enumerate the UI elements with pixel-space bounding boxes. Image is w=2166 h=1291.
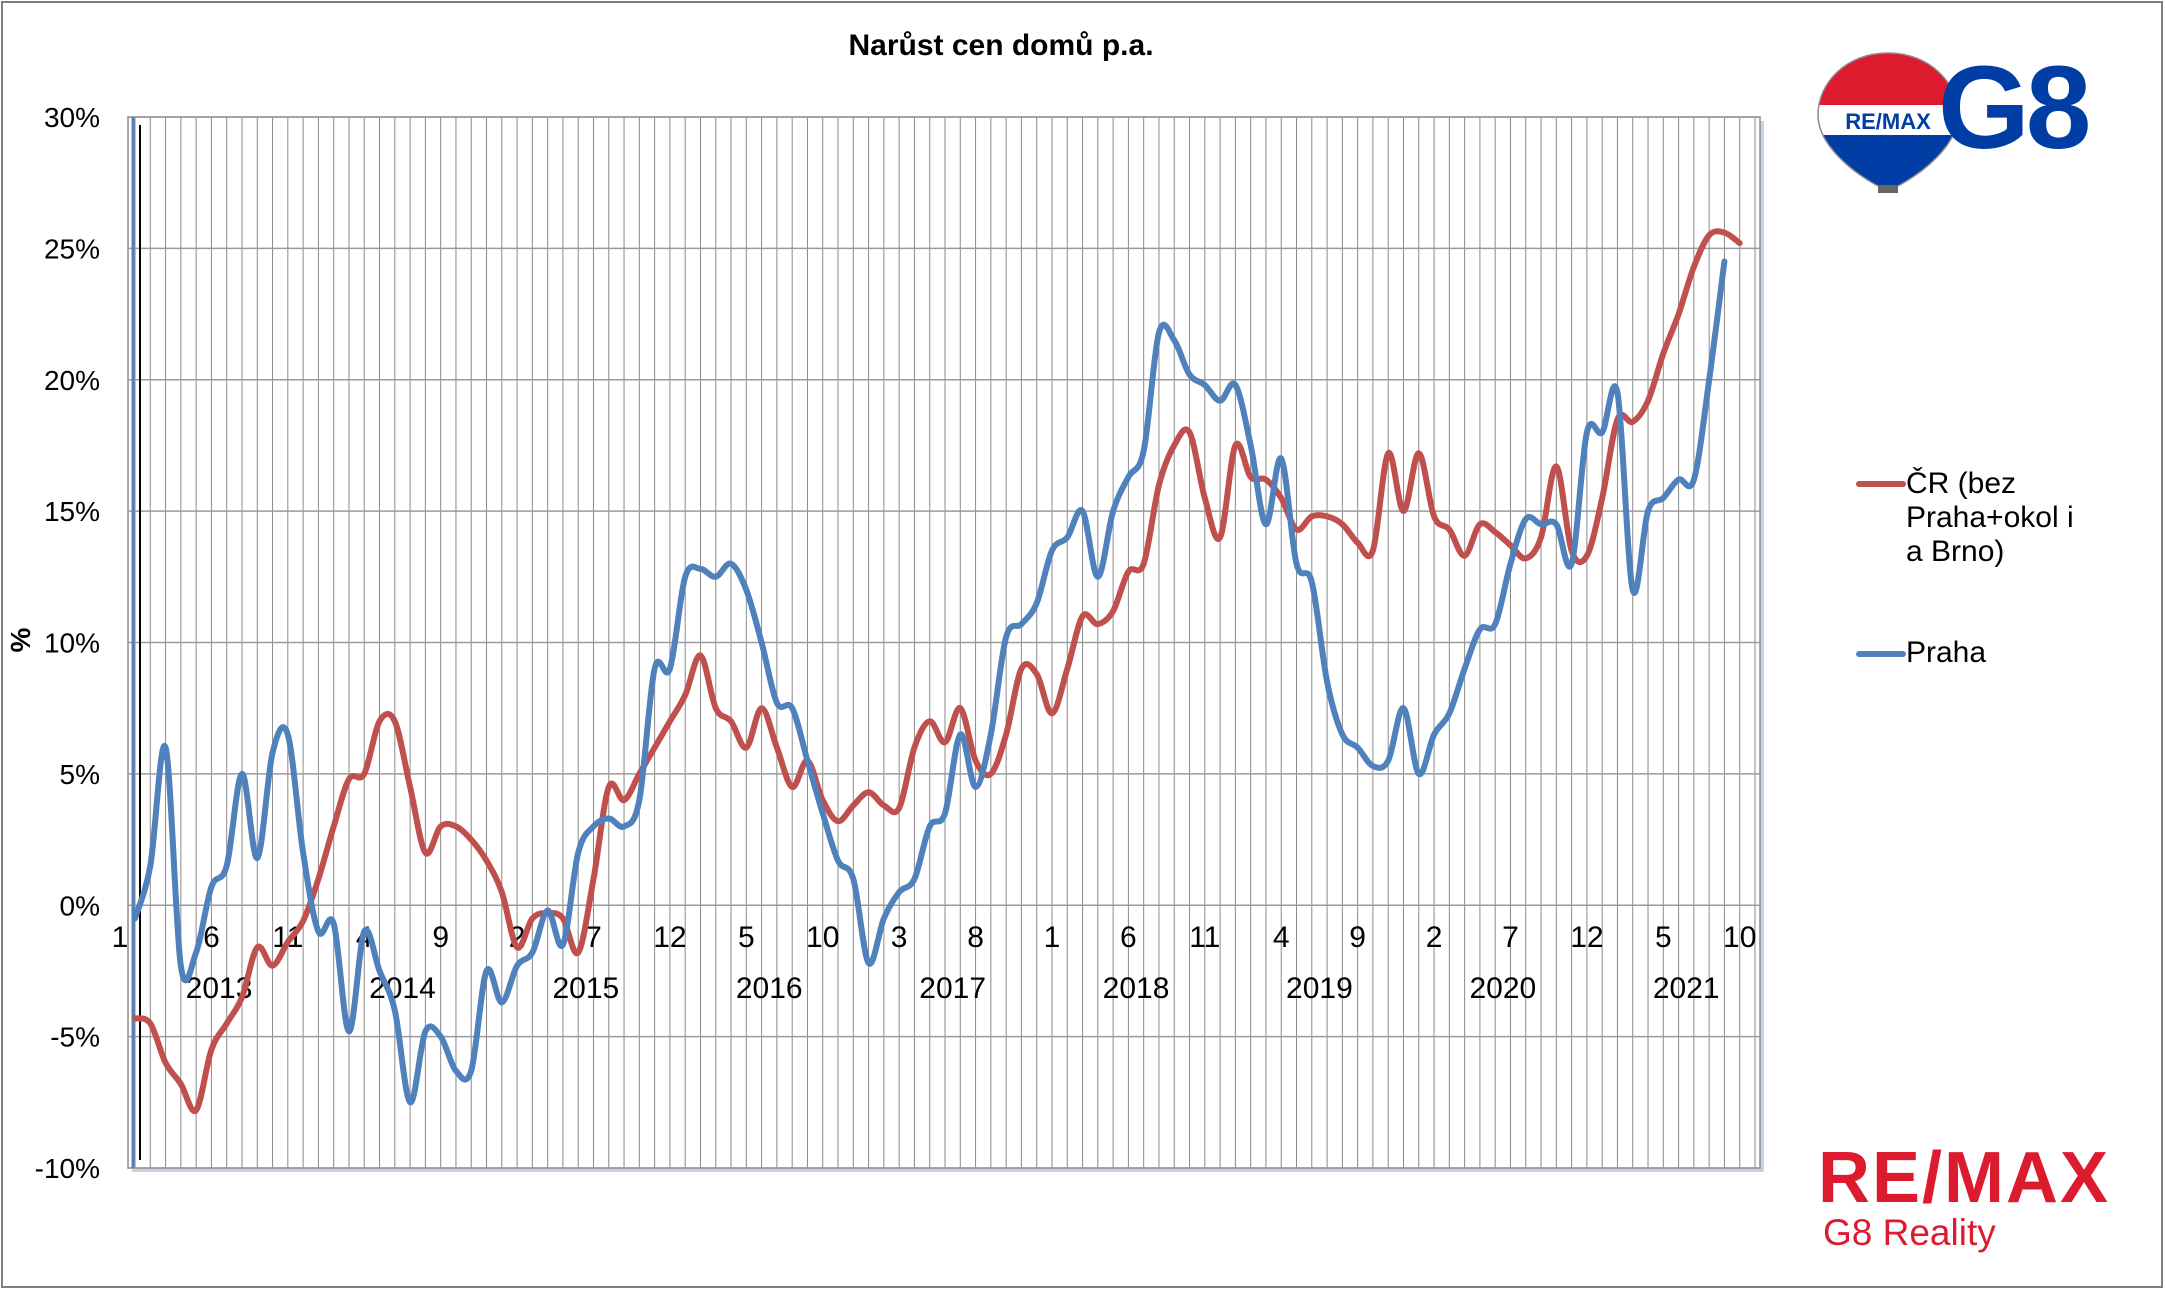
legend-swatch-cr — [1856, 481, 1906, 487]
y-tick-label: 30% — [44, 102, 100, 133]
x-tick-label: 6 — [1120, 921, 1137, 954]
remax-g8-logo: RE/MAX G8 — [1808, 42, 2118, 195]
y-tick-label: 5% — [60, 759, 100, 790]
series-line-praha — [132, 258, 1728, 1106]
x-tick-label: 11 — [1189, 921, 1220, 954]
y-tick-label: -10% — [35, 1153, 100, 1184]
balloon-wordmark: RE/MAX — [1845, 109, 1931, 134]
x-tick-label: 10 — [806, 921, 839, 954]
x-tick-label: 12 — [1570, 921, 1603, 954]
x-tick-label: 4 — [1273, 921, 1290, 954]
x-tick-label: 3 — [891, 921, 908, 954]
legend-swatch-praha — [1856, 651, 1906, 657]
x-year-label: 2020 — [1469, 972, 1536, 1005]
y-tick-label: 0% — [60, 890, 100, 921]
x-year-label: 2015 — [552, 972, 619, 1005]
x-year-label: 2021 — [1653, 972, 1720, 1005]
x-tick-label: 10 — [1723, 921, 1756, 954]
office-mark: G8 — [1938, 42, 2091, 174]
plot-area: 30% 25% 20% 15% 10% 5% 0% -5% -10% 1 6 11 4 9 2 7 12 5 10 3… — [35, 102, 1764, 1184]
chart-title: Narůst cen domů p.a. — [848, 29, 1153, 62]
y-tick-label: 15% — [44, 496, 100, 527]
y-axis-title: % — [5, 627, 36, 652]
x-year-label: 2018 — [1103, 972, 1170, 1005]
x-tick-label: 5 — [1655, 921, 1672, 954]
x-tick-label: 5 — [738, 921, 755, 954]
office-tagline: G8 Reality — [1823, 1212, 1996, 1253]
x-tick-label: 6 — [203, 921, 220, 954]
x-year-label: 2016 — [736, 972, 803, 1005]
x-tick-label: 9 — [432, 921, 449, 954]
y-tick-label: -5% — [50, 1022, 100, 1053]
x-tick-label: 2 — [1426, 921, 1443, 954]
remax-wordmark: RE/MAX — [1818, 1138, 2111, 1218]
y-tick-label: 25% — [44, 233, 100, 264]
x-tick-label: 1 — [112, 921, 129, 954]
x-tick-label: 7 — [1502, 921, 1519, 954]
balloon-icon: RE/MAX — [1817, 52, 1959, 193]
x-tick-label: 12 — [653, 921, 686, 954]
x-tick-label: 9 — [1349, 921, 1366, 954]
x-tick-label: 1 — [1044, 921, 1061, 954]
x-tick-label: 8 — [967, 921, 984, 954]
x-year-label: 2019 — [1286, 972, 1353, 1005]
series-line-cr — [132, 228, 1743, 1115]
y-tick-label: 10% — [44, 628, 100, 659]
x-year-label: 2017 — [919, 972, 986, 1005]
y-tick-label: 20% — [44, 365, 100, 396]
legend-label-praha: Praha — [1906, 636, 1987, 669]
x-tick-label: 7 — [585, 921, 602, 954]
legend-label-cr: ČR (bez Praha+okol i a Brno) — [1906, 467, 2074, 568]
